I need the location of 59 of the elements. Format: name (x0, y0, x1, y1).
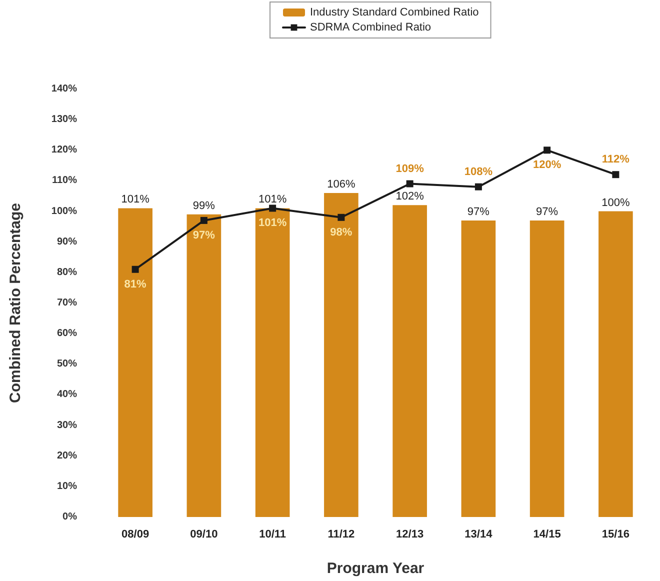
y-tick-label: 80% (56, 266, 78, 278)
y-tick-label: 140% (51, 84, 78, 94)
point (612, 171, 620, 178)
y-tick-label: 90% (56, 236, 78, 248)
y-tick-label: 50% (56, 358, 78, 370)
data-label: 112% (602, 154, 630, 166)
data-label: 101% (258, 217, 287, 230)
data-label: 97% (536, 206, 558, 218)
data-label: 97% (467, 206, 490, 218)
data-label: 108% (464, 166, 493, 178)
data-label: 109% (396, 162, 424, 175)
bar (186, 214, 222, 517)
x-tick-label: 13/14 (464, 528, 494, 540)
bar (255, 208, 290, 517)
bar (530, 220, 564, 517)
y-tick-label: 30% (56, 420, 78, 431)
y-tick-label: 60% (56, 328, 78, 340)
legend-label: SDRMA Combined Ratio (310, 22, 432, 34)
point (338, 214, 345, 221)
point (406, 180, 414, 188)
y-tick-label: 70% (56, 298, 78, 308)
data-label: 99% (192, 200, 216, 212)
y-tick-label: 110% (52, 175, 78, 186)
y-tick-label: 10% (56, 480, 78, 492)
y-tick-label: 120% (51, 144, 78, 156)
x-tick-label: 11/12 (328, 528, 355, 540)
data-label: 106% (327, 178, 356, 190)
y-tick-label: 100% (51, 206, 78, 217)
y-tick-label: 130% (51, 114, 78, 126)
bar (461, 220, 496, 517)
data-label: 101% (121, 194, 150, 206)
data-label: 101% (258, 194, 287, 206)
point (474, 183, 482, 190)
bar (118, 208, 152, 517)
y-tick-label: 0% (62, 512, 78, 522)
y-tick-label: 20% (56, 450, 78, 462)
point (132, 266, 139, 273)
x-tick-label: 14/15 (533, 528, 561, 540)
data-label: 81% (124, 278, 147, 290)
bar (598, 211, 633, 517)
bar (324, 192, 358, 517)
point (269, 204, 276, 212)
data-label: 120% (532, 159, 562, 172)
x-tick-label: 10/11 (259, 528, 286, 540)
data-label: 102% (396, 190, 424, 203)
x-axis-title: Program Year (326, 560, 424, 577)
x-tick-label: 09/10 (190, 528, 218, 540)
data-label: 98% (330, 226, 352, 238)
bar (392, 205, 427, 517)
point (200, 216, 208, 224)
point (544, 146, 551, 154)
y-axis-title: Combined Ratio Percentage (7, 202, 24, 404)
data-label: 97% (192, 229, 216, 242)
x-tick-label: 15/16 (602, 528, 630, 540)
x-tick-label: 08/09 (122, 528, 150, 540)
y-tick-label: 40% (56, 389, 78, 400)
legend-label: Industry Standard Combined Ratio (310, 6, 479, 18)
data-label: 100% (602, 196, 630, 209)
x-tick-label: 12/13 (396, 528, 424, 540)
